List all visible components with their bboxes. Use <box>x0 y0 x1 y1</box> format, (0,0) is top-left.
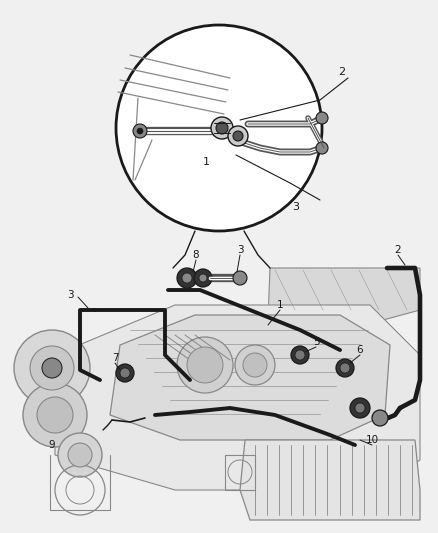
Text: 3: 3 <box>237 245 244 255</box>
Circle shape <box>133 124 147 138</box>
Text: 8: 8 <box>193 250 199 260</box>
Circle shape <box>182 273 192 283</box>
Circle shape <box>291 346 309 364</box>
Circle shape <box>372 410 388 426</box>
Text: 5: 5 <box>313 337 319 347</box>
Circle shape <box>177 337 233 393</box>
Polygon shape <box>110 315 390 440</box>
Circle shape <box>116 25 322 231</box>
Circle shape <box>30 346 74 390</box>
Circle shape <box>243 353 267 377</box>
Circle shape <box>23 383 87 447</box>
Circle shape <box>316 142 328 154</box>
Circle shape <box>228 126 248 146</box>
Circle shape <box>235 345 275 385</box>
Text: 9: 9 <box>49 440 55 450</box>
Text: 6: 6 <box>357 345 363 355</box>
Circle shape <box>355 403 365 413</box>
Circle shape <box>116 364 134 382</box>
Circle shape <box>233 271 247 285</box>
Circle shape <box>350 398 370 418</box>
Text: 2: 2 <box>395 245 401 255</box>
Circle shape <box>58 433 102 477</box>
Polygon shape <box>240 440 420 520</box>
Text: 3: 3 <box>67 290 73 300</box>
Circle shape <box>316 112 328 124</box>
Circle shape <box>194 269 212 287</box>
Circle shape <box>187 347 223 383</box>
Circle shape <box>120 368 130 378</box>
Circle shape <box>340 363 350 373</box>
Circle shape <box>68 443 92 467</box>
Polygon shape <box>55 305 420 490</box>
Text: 2: 2 <box>339 67 346 77</box>
Circle shape <box>137 128 143 134</box>
Text: 3: 3 <box>293 202 300 212</box>
Text: 7: 7 <box>112 353 118 363</box>
Circle shape <box>295 350 305 360</box>
Circle shape <box>216 122 228 134</box>
Text: 1: 1 <box>202 157 209 167</box>
Circle shape <box>37 397 73 433</box>
Circle shape <box>199 274 207 282</box>
Circle shape <box>233 131 243 141</box>
Circle shape <box>177 268 197 288</box>
Text: 10: 10 <box>365 435 378 445</box>
Text: 1: 1 <box>277 300 283 310</box>
Circle shape <box>14 330 90 406</box>
Circle shape <box>336 359 354 377</box>
Circle shape <box>211 117 233 139</box>
Circle shape <box>42 358 62 378</box>
Polygon shape <box>268 268 420 348</box>
